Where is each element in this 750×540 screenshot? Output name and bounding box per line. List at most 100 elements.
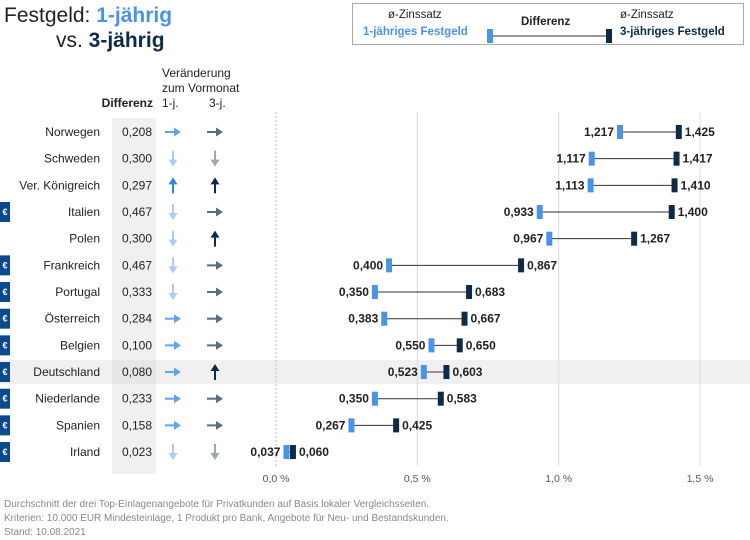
arrow-head [168, 239, 178, 247]
differenz-value: 0,158 [122, 418, 152, 432]
footer-line-2: Kriterien: 10.000 EUR Mindesteinlage, 1 … [4, 513, 449, 524]
change-arrow-1j-down-icon [168, 284, 178, 301]
arrow-head [168, 177, 178, 185]
euro-icon: € [2, 394, 7, 404]
euro-badge [0, 415, 10, 436]
change-arrow-3j-up-icon [210, 364, 220, 381]
marker-1j [283, 445, 290, 460]
arrow-head [216, 287, 223, 297]
marker-1j [381, 311, 388, 326]
marker-1j [546, 231, 553, 246]
change-arrow-3j-right-icon [207, 260, 223, 270]
differenz-value: 0,100 [122, 338, 152, 352]
change-arrow-3j-right-icon [207, 207, 223, 217]
legend-1j-marker [487, 29, 493, 43]
euro-icon: € [2, 260, 7, 270]
change-arrow-1j-down-icon [168, 204, 178, 221]
differenz-value: 0,284 [122, 312, 152, 326]
value-label-3j: 1,410 [681, 178, 711, 192]
chart-title-line-1: Festgeld: 1-jährig [4, 3, 172, 29]
arrow-head [168, 159, 178, 167]
marker-1j [587, 178, 594, 193]
marker-3j [668, 205, 675, 220]
legend-dumbbell [487, 29, 612, 43]
arrow-head [210, 177, 220, 185]
change-arrow-1j-down-icon [168, 257, 178, 274]
value-label-1j: 0,523 [388, 365, 418, 379]
arrow-head [216, 127, 223, 137]
arrow-head [216, 260, 223, 270]
euro-icon: € [2, 447, 7, 457]
change-arrow-1j-down-icon [168, 150, 178, 167]
legend-3j-marker [606, 29, 612, 43]
arrow-head [210, 364, 220, 372]
country-label: Irland [70, 445, 100, 459]
value-label-1j: 0,933 [504, 205, 534, 219]
euro-badge [0, 308, 10, 329]
x-tick-label: 0,0 % [263, 473, 290, 485]
value-label-1j: 0,383 [348, 312, 378, 326]
differenz-value: 0,297 [122, 178, 152, 192]
marker-1j [420, 365, 427, 380]
value-label-1j: 0,037 [250, 445, 280, 459]
footer-line-3: Stand: 10.08.2021 [4, 527, 86, 538]
change-arrow-1j-up-icon [168, 177, 178, 194]
change-arrow-3j-down-icon [210, 150, 220, 167]
country-label: Frankreich [43, 258, 100, 272]
euro-icon: € [2, 420, 7, 430]
arrow-head [216, 420, 223, 430]
change-arrow-3j-right-icon [207, 314, 223, 324]
marker-1j [536, 205, 543, 220]
change-arrow-3j-up-icon [210, 230, 220, 247]
country-label: Italien [68, 205, 100, 219]
change-arrow-3j-right-icon [207, 420, 223, 430]
marker-3j [393, 418, 400, 433]
arrow-head [174, 340, 181, 350]
arrow-head [210, 159, 220, 167]
change-arrow-1j-right-icon [165, 394, 181, 404]
euro-badge [0, 362, 10, 383]
country-label: Spanien [56, 418, 100, 432]
differenz-value: 0,023 [122, 445, 152, 459]
value-label-3j: 0,603 [452, 365, 482, 379]
marker-3j [437, 391, 444, 406]
euro-badge [0, 335, 10, 356]
change-arrow-1j-right-icon [165, 367, 181, 377]
change-arrow-1j-right-icon [165, 420, 181, 430]
differenz-value: 0,208 [122, 125, 152, 139]
header-change-title-1: Veränderung [162, 66, 231, 80]
country-label: Österreich [45, 312, 100, 326]
arrow-head [168, 266, 178, 274]
marker-1j [348, 418, 355, 433]
marker-1j [588, 151, 595, 166]
value-label-3j: 1,400 [678, 205, 708, 219]
value-label-1j: 0,350 [339, 285, 369, 299]
marker-1j [386, 258, 393, 273]
arrow-head [168, 213, 178, 221]
change-arrow-1j-down-icon [168, 230, 178, 247]
legend: ø-Zinssatz 1-jähriges Festgeld Differenz… [352, 3, 744, 45]
arrow-head [210, 230, 220, 238]
highlight-row-diff-bg [112, 360, 156, 385]
x-tick-label: 1,0 % [545, 473, 572, 485]
change-arrow-1j-down-icon [168, 444, 178, 461]
differenz-value: 0,467 [122, 258, 152, 272]
change-arrow-3j-right-icon [207, 340, 223, 350]
arrow-head [216, 340, 223, 350]
value-label-1j: 1,217 [584, 125, 614, 139]
value-label-1j: 0,967 [513, 232, 543, 246]
footer: Durchschnitt der drei Top-Einlagenangebo… [4, 498, 449, 540]
arrow-head [174, 314, 181, 324]
marker-1j [617, 125, 624, 139]
value-label-3j: 0,060 [299, 445, 329, 459]
country-label: Polen [69, 232, 100, 246]
country-label: Deutschland [33, 365, 100, 379]
legend-middle: Differenz [521, 16, 571, 28]
legend-right-main: 3-jähriges Festgeld [620, 26, 725, 38]
header-col-1j: 1-j. [162, 96, 179, 110]
x-tick-label: 1,5 % [687, 473, 714, 485]
differenz-value: 0,333 [122, 285, 152, 299]
marker-3j [443, 365, 450, 380]
title-highlight-3j: 3-jährig [88, 29, 165, 52]
value-label-3j: 0,425 [402, 418, 432, 432]
